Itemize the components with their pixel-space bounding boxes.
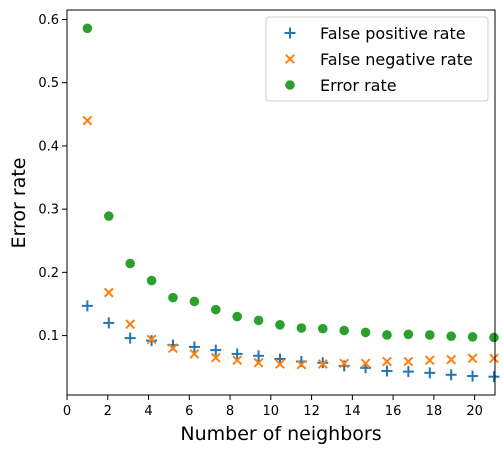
error-rate-point — [189, 296, 200, 307]
error-rate-point — [146, 275, 157, 286]
plot-frame — [66, 9, 496, 396]
y-tick-label: 0.5 — [38, 76, 59, 91]
false-negative-rate-point — [103, 287, 114, 298]
false-negative-rate-point — [189, 349, 200, 359]
legend-marker-error-rate — [285, 80, 295, 90]
false-negative-rate-point — [168, 343, 178, 354]
error-rate-point — [82, 23, 93, 34]
false-negative-rate-point — [489, 353, 499, 364]
legend-box — [265, 16, 489, 102]
error-rate-point — [103, 211, 114, 221]
false-negative-rate-point — [382, 356, 392, 367]
false-negative-rate-point — [446, 354, 457, 365]
false-negative-rate-point — [253, 357, 264, 368]
false-positive-rate-point — [467, 370, 479, 382]
false-positive-rate-point — [445, 369, 457, 381]
x-tick-label: 4 — [144, 404, 152, 419]
false-negative-rate-point — [125, 319, 136, 330]
false-negative-rate-point — [232, 355, 243, 366]
error-rate-point — [424, 330, 435, 340]
false-positive-rate-point — [402, 366, 414, 378]
x-tick-label: 18 — [426, 404, 443, 419]
x-tick-label: 12 — [303, 404, 320, 419]
data-points — [81, 23, 500, 383]
x-tick-label: 20 — [466, 404, 483, 419]
false-positive-rate-point — [253, 350, 265, 362]
legend-label-false-negative-rate: False negative rate — [320, 50, 473, 69]
false-positive-rate-point — [424, 367, 436, 379]
error-rate-point — [125, 258, 135, 269]
false-positive-rate-point — [381, 365, 393, 377]
false-positive-rate-point — [103, 317, 115, 329]
false-negative-rate-point — [296, 359, 307, 370]
legend-marker-false-negative-rate — [285, 54, 295, 64]
legend-label-false-positive-rate: False positive rate — [320, 24, 466, 43]
x-tick-label: 8 — [226, 404, 234, 419]
x-tick-label: 14 — [344, 404, 361, 419]
y-tick-label: 0.3 — [38, 203, 59, 218]
y-tick-label: 0.4 — [38, 139, 59, 154]
false-negative-rate-point — [339, 358, 350, 369]
false-negative-rate-point — [82, 115, 93, 126]
false-positive-rate-point — [124, 332, 136, 344]
false-negative-rate-point — [210, 352, 221, 363]
y-tick-label: 0.1 — [38, 329, 59, 344]
y-axis-ticks: 0.1 0.2 0.3 0.4 0.5 0.6 — [38, 13, 67, 344]
false-negative-rate-point — [467, 353, 478, 364]
error-rate-point — [403, 329, 414, 340]
x-tick-label: 6 — [185, 404, 193, 419]
legend-label-error-rate: Error rate — [320, 76, 397, 95]
legend-marker-false-positive-rate — [284, 27, 296, 39]
x-tick-label: 16 — [385, 404, 402, 419]
false-negative-rate-point — [146, 334, 157, 345]
y-axis-title: Error rate — [8, 158, 30, 249]
legend: False positive rate False negative rate … — [265, 16, 489, 102]
error-rate-point — [253, 315, 264, 326]
x-axis-ticks: 0 2 4 6 8 10 12 14 16 18 20 — [63, 395, 483, 419]
x-axis-title: Number of neighbors — [180, 423, 381, 445]
error-rate-point — [467, 332, 478, 342]
false-positive-rate-point — [210, 344, 222, 356]
false-negative-rate-point — [360, 358, 371, 369]
y-tick-label: 0.2 — [38, 266, 59, 281]
error-rate-point — [168, 292, 178, 303]
x-tick-label: 10 — [263, 404, 280, 419]
x-tick-label: 0 — [63, 404, 71, 419]
error-rate-point — [446, 331, 456, 342]
false-positive-rate-point — [81, 300, 93, 312]
false-negative-rate-point — [275, 359, 285, 369]
legend-markers — [284, 27, 296, 90]
false-negative-rate-point — [317, 359, 328, 369]
false-negative-rate-point — [424, 355, 435, 366]
error-rate-point — [360, 327, 371, 338]
error-rate-point — [232, 311, 242, 322]
error-rate-point — [210, 304, 221, 315]
error-rate-point — [317, 323, 328, 334]
x-tick-label: 2 — [104, 404, 112, 419]
false-positive-rate-point — [188, 341, 200, 353]
error-rate-point — [339, 325, 349, 336]
error-rate-point — [489, 332, 499, 343]
error-rate-point — [275, 320, 285, 330]
y-tick-label: 0.6 — [38, 13, 59, 28]
error-rate-point — [382, 330, 392, 340]
error-rate-point — [296, 323, 307, 333]
false-positive-rate-point — [488, 371, 500, 383]
false-positive-rate-point — [231, 348, 243, 360]
false-negative-rate-point — [403, 356, 414, 367]
